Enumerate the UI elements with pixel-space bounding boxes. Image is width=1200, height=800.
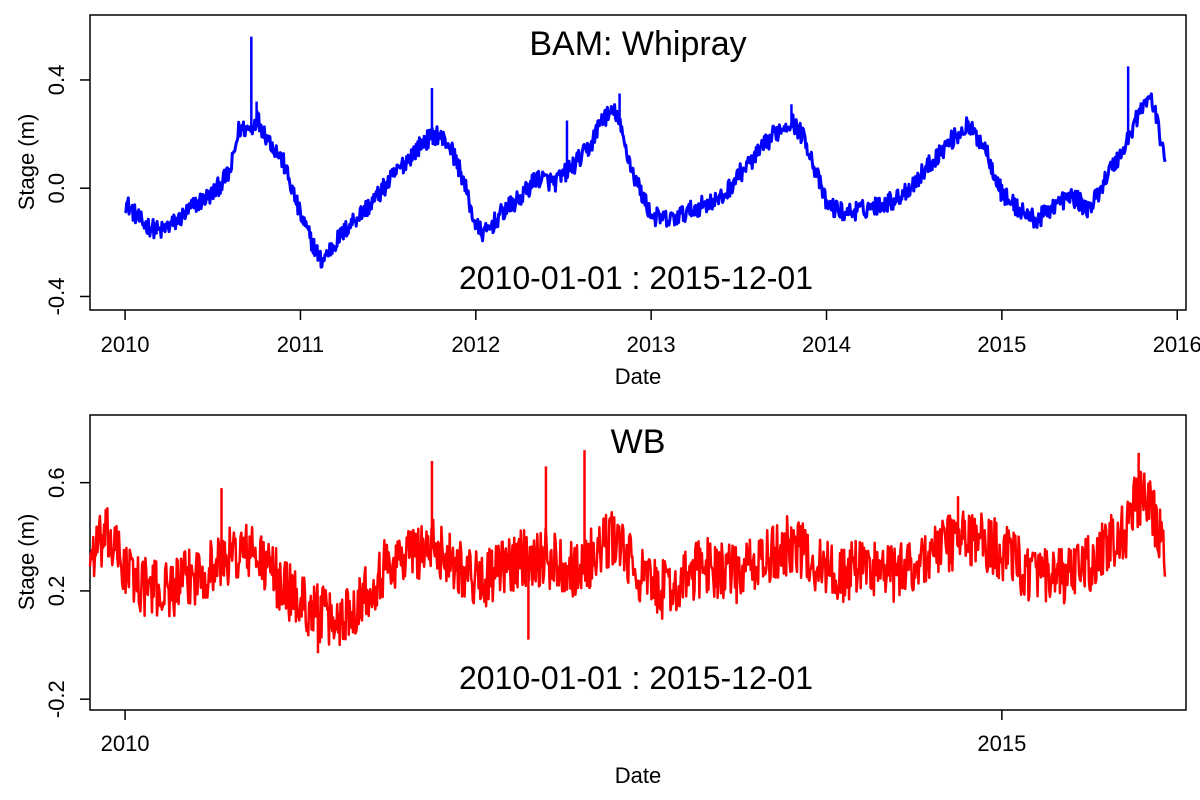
y-axis-label: Stage (m) [14, 514, 39, 611]
y-tick-label: -0.4 [44, 278, 69, 316]
series-line [123, 92, 1167, 269]
chart-panel-wb: WB 2010-01-01 : 2015-12-01 Date Stage (m… [14, 414, 1187, 788]
y-axis: -0.4 0.0 0.4 [44, 65, 90, 316]
chart-title: WB [611, 423, 666, 461]
x-tick-label: 2011 [277, 332, 324, 357]
x-axis-label: Date [615, 364, 661, 389]
x-tick-label: 2010 [101, 731, 150, 756]
x-tick-label: 2016 [1153, 332, 1200, 357]
x-tick-label: 2012 [451, 332, 500, 357]
date-range-label: 2010-01-01 : 2015-12-01 [459, 660, 813, 696]
x-tick-label: 2015 [977, 731, 1026, 756]
y-tick-label: 0.0 [44, 173, 69, 204]
x-axis-label: Date [615, 763, 661, 788]
x-tick-label: 2014 [802, 332, 851, 357]
y-tick-label: -0.2 [44, 680, 69, 718]
date-range-label: 2010-01-01 : 2015-12-01 [459, 260, 813, 296]
series-group [88, 450, 1167, 654]
series-line [88, 469, 1167, 647]
y-axis: -0.2 0.2 0.6 [44, 467, 90, 718]
x-tick-label: 2010 [101, 332, 150, 357]
y-tick-label: 0.2 [44, 576, 69, 607]
y-tick-label: 0.6 [44, 467, 69, 498]
chart-panel-bam-whipray: BAM: Whipray 2010-01-01 : 2015-12-01 Dat… [14, 14, 1200, 389]
series-group [123, 36, 1167, 269]
y-tick-label: 0.4 [44, 65, 69, 96]
plot-frame [89, 14, 1187, 311]
chart-title: BAM: Whipray [529, 25, 746, 63]
x-axis: 2010 2015 [101, 710, 1026, 756]
x-tick-label: 2015 [977, 332, 1026, 357]
x-axis: 2010 2011 2012 2013 2014 2015 2016 [101, 310, 1200, 357]
y-axis-label: Stage (m) [14, 114, 39, 211]
x-tick-label: 2013 [627, 332, 676, 357]
